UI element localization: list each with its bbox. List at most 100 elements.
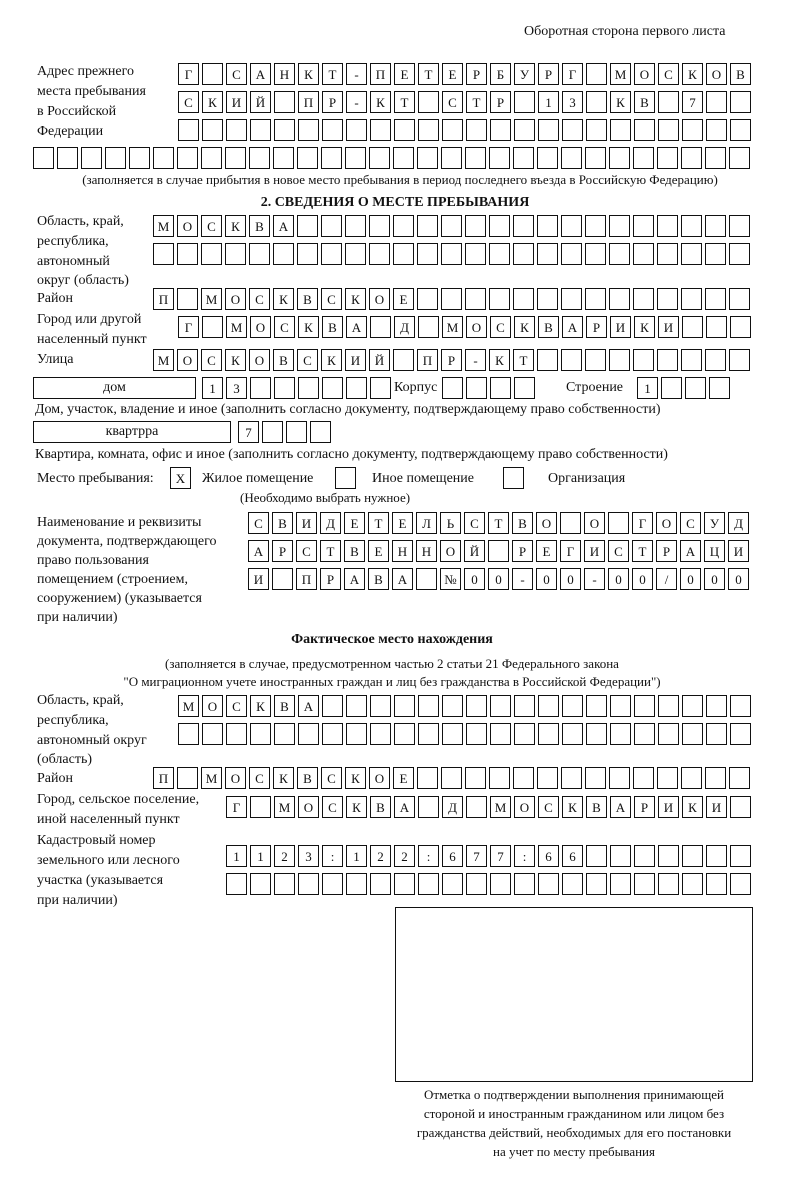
char-cell[interactable]: [658, 91, 679, 113]
char-cell[interactable]: К: [346, 796, 367, 818]
char-cell[interactable]: [418, 723, 439, 745]
char-cell[interactable]: 1: [202, 377, 223, 399]
char-cell[interactable]: 1: [346, 845, 367, 867]
char-cell[interactable]: [129, 147, 150, 169]
char-cell[interactable]: [489, 767, 510, 789]
char-cell[interactable]: 1: [637, 377, 658, 399]
char-cell[interactable]: [488, 540, 509, 562]
char-cell[interactable]: [681, 147, 702, 169]
char-cell[interactable]: К: [298, 63, 319, 85]
char-cell[interactable]: [393, 215, 414, 237]
char-cell[interactable]: [633, 243, 654, 265]
char-cell[interactable]: А: [273, 215, 294, 237]
char-cell[interactable]: [513, 215, 534, 237]
char-cell[interactable]: [657, 147, 678, 169]
char-cell[interactable]: Е: [393, 288, 414, 310]
char-cell[interactable]: [705, 147, 726, 169]
char-cell[interactable]: К: [634, 316, 655, 338]
char-cell[interactable]: [586, 873, 607, 895]
char-cell[interactable]: [177, 288, 198, 310]
char-cell[interactable]: [634, 873, 655, 895]
char-cell[interactable]: [345, 243, 366, 265]
char-cell[interactable]: Е: [344, 512, 365, 534]
char-cell[interactable]: [513, 288, 534, 310]
house-type-field[interactable]: дом: [33, 377, 196, 399]
char-cell[interactable]: 3: [226, 377, 247, 399]
char-cell[interactable]: Д: [320, 512, 341, 534]
char-cell[interactable]: [562, 119, 583, 141]
char-cell[interactable]: [490, 377, 511, 399]
char-cell[interactable]: А: [610, 796, 631, 818]
char-cell[interactable]: [178, 119, 199, 141]
char-cell[interactable]: [298, 723, 319, 745]
char-cell[interactable]: Т: [320, 540, 341, 562]
char-cell[interactable]: М: [490, 796, 511, 818]
char-cell[interactable]: №: [440, 568, 461, 590]
char-cell[interactable]: [730, 91, 751, 113]
char-cell[interactable]: [681, 288, 702, 310]
char-cell[interactable]: [514, 91, 535, 113]
char-cell[interactable]: [586, 723, 607, 745]
char-cell[interactable]: [441, 243, 462, 265]
char-cell[interactable]: [682, 316, 703, 338]
char-cell[interactable]: В: [273, 349, 294, 371]
char-cell[interactable]: [490, 119, 511, 141]
char-cell[interactable]: К: [610, 91, 631, 113]
option-checkbox-organization[interactable]: [503, 467, 524, 489]
char-cell[interactable]: [609, 243, 630, 265]
char-cell[interactable]: Б: [490, 63, 511, 85]
char-cell[interactable]: [706, 119, 727, 141]
char-cell[interactable]: [418, 91, 439, 113]
char-cell[interactable]: [561, 288, 582, 310]
char-cell[interactable]: [298, 119, 319, 141]
char-cell[interactable]: [586, 91, 607, 113]
char-cell[interactable]: [658, 873, 679, 895]
char-cell[interactable]: П: [296, 568, 317, 590]
char-cell[interactable]: [705, 243, 726, 265]
char-cell[interactable]: С: [442, 91, 463, 113]
char-cell[interactable]: [322, 119, 343, 141]
char-cell[interactable]: [537, 147, 558, 169]
char-cell[interactable]: [610, 873, 631, 895]
char-cell[interactable]: С: [321, 288, 342, 310]
char-cell[interactable]: [709, 377, 730, 399]
char-cell[interactable]: К: [514, 316, 535, 338]
char-cell[interactable]: 6: [538, 845, 559, 867]
char-cell[interactable]: [322, 873, 343, 895]
flat-number-row[interactable]: 7: [238, 421, 331, 443]
char-cell[interactable]: [586, 119, 607, 141]
char-cell[interactable]: [33, 147, 54, 169]
char-cell[interactable]: [346, 873, 367, 895]
char-cell[interactable]: Й: [464, 540, 485, 562]
char-cell[interactable]: [465, 767, 486, 789]
char-cell[interactable]: В: [272, 512, 293, 534]
char-cell[interactable]: Р: [320, 568, 341, 590]
char-cell[interactable]: [417, 147, 438, 169]
char-cell[interactable]: [706, 845, 727, 867]
char-cell[interactable]: [346, 119, 367, 141]
char-cell[interactable]: [441, 147, 462, 169]
char-cell[interactable]: Р: [512, 540, 533, 562]
char-cell[interactable]: [466, 723, 487, 745]
char-cell[interactable]: [706, 723, 727, 745]
char-cell[interactable]: А: [248, 540, 269, 562]
char-cell[interactable]: П: [417, 349, 438, 371]
char-cell[interactable]: [370, 695, 391, 717]
char-cell[interactable]: [465, 243, 486, 265]
char-cell[interactable]: И: [658, 316, 679, 338]
char-cell[interactable]: Н: [274, 63, 295, 85]
char-cell[interactable]: [562, 873, 583, 895]
char-cell[interactable]: И: [706, 796, 727, 818]
char-cell[interactable]: О: [250, 316, 271, 338]
char-cell[interactable]: [226, 723, 247, 745]
char-cell[interactable]: [57, 147, 78, 169]
char-cell[interactable]: М: [274, 796, 295, 818]
char-cell[interactable]: [729, 288, 750, 310]
char-cell[interactable]: П: [298, 91, 319, 113]
char-cell[interactable]: И: [226, 91, 247, 113]
char-cell[interactable]: [250, 377, 271, 399]
